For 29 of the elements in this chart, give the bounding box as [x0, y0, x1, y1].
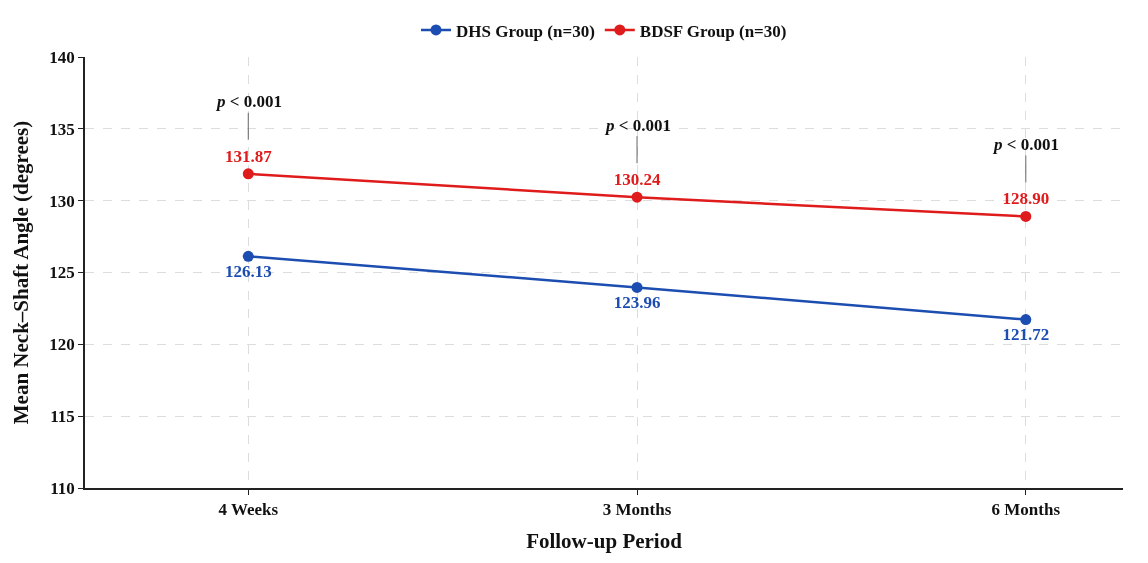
data-label: 126.13 [224, 261, 272, 281]
y-tick-label: 130 [49, 191, 75, 211]
data-label: 128.90 [1002, 189, 1050, 209]
point [242, 250, 254, 262]
point [1020, 314, 1032, 326]
x-tick-label: 4 Weeks [218, 500, 279, 520]
point [631, 281, 643, 293]
legend-label: DHS Group (n=30) [456, 21, 595, 41]
y-axis-title: Mean Neck–Shaft Angle (degrees) [9, 120, 33, 425]
y-tick-label: 110 [50, 478, 75, 498]
y-tick-label: 135 [49, 119, 75, 139]
y-tick-label: 125 [49, 263, 75, 283]
x-tick-label: 6 Months [991, 500, 1061, 520]
data-label: 123.96 [613, 293, 661, 313]
data-label: 131.87 [224, 146, 273, 166]
annotation: p < 0.001 [604, 116, 671, 135]
y-tick-label: 140 [49, 47, 75, 67]
point [242, 168, 254, 180]
x-tick-label: 3 Months [602, 500, 672, 520]
point [631, 191, 643, 203]
x-axis-title: Follow-up Period [526, 528, 683, 553]
annotation: p < 0.001 [215, 92, 282, 111]
annotation: p < 0.001 [992, 135, 1059, 154]
y-tick-label: 115 [50, 407, 75, 427]
legend-label: BDSF Group (n=30) [639, 21, 787, 41]
data-label: 121.72 [1002, 325, 1050, 345]
point [1020, 210, 1032, 222]
y-tick-label: 120 [49, 335, 75, 355]
data-label: 130.24 [613, 170, 661, 190]
